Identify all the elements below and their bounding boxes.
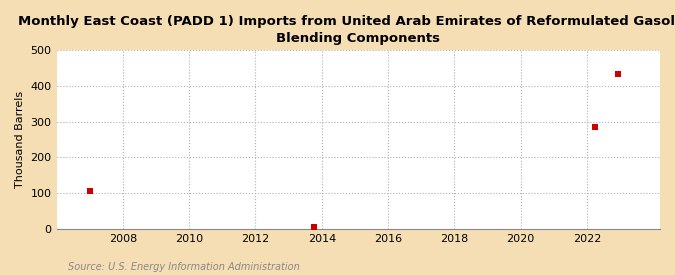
Text: Source: U.S. Energy Information Administration: Source: U.S. Energy Information Administ… <box>68 262 299 272</box>
Y-axis label: Thousand Barrels: Thousand Barrels <box>15 91 25 188</box>
Title: Monthly East Coast (PADD 1) Imports from United Arab Emirates of Reformulated Ga: Monthly East Coast (PADD 1) Imports from… <box>18 15 675 45</box>
Point <box>612 72 623 76</box>
Point <box>590 125 601 130</box>
Point <box>84 189 95 193</box>
Point <box>308 225 319 229</box>
